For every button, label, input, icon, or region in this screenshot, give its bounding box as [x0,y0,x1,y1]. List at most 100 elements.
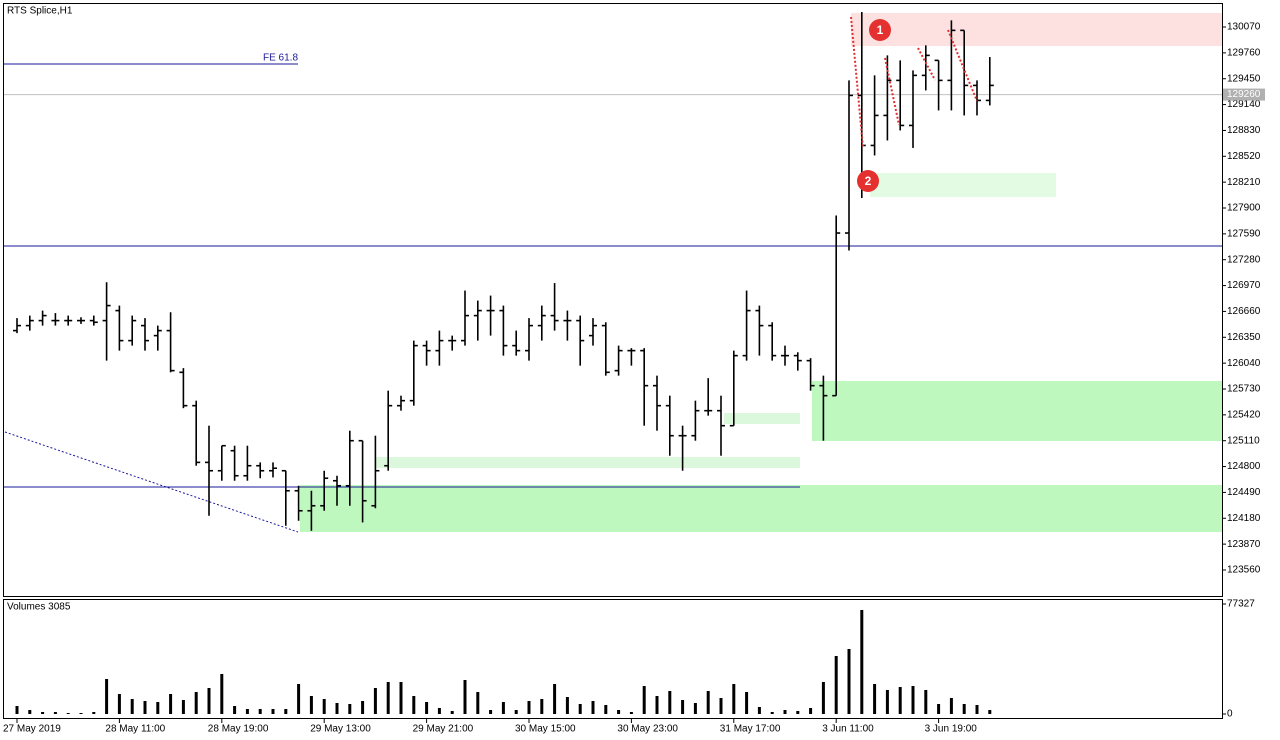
trend-line [4,431,299,533]
volume-bar [117,693,121,714]
volume-bar [437,707,441,714]
volume-bar [476,691,480,714]
volume-bar [399,681,403,714]
volume-bar [898,687,902,714]
volume-bar [348,703,352,714]
volume-bar [130,698,134,714]
volume-bar [373,687,377,714]
y-tick-label: 125730 [1227,384,1261,395]
demand-zone [300,485,1222,532]
y-tick-label: 126660 [1227,306,1261,317]
volume-bar [757,707,761,714]
supply-zone [851,13,1222,46]
volume-bar [706,690,710,714]
volume-bar [885,690,889,714]
arrow [850,16,864,149]
volume-bar [297,683,301,714]
y-tick-label: 126970 [1227,280,1261,291]
marker [857,170,879,192]
volume-bar [309,696,313,714]
x-tick-label: 29 May 13:00 [310,724,371,735]
volume-bar [489,710,493,714]
volume-bar [719,697,723,714]
volume-bar [809,707,813,714]
volume-bar [514,710,518,714]
volume-bar [271,708,275,714]
volume-bar [860,610,864,714]
volume-bar [284,708,288,714]
volume-bar [258,708,262,714]
y-tick-label: 128210 [1227,177,1261,188]
demand-zone [812,381,1222,441]
y-tick-label: 129760 [1227,48,1261,59]
volume-bar [425,701,429,714]
x-tick-label: 30 May 23:00 [617,724,678,735]
volume-bar [565,697,569,714]
arrows [850,16,978,149]
y-tick-label: 127900 [1227,203,1261,214]
volume-bar [412,696,416,714]
volume-bar [53,711,57,714]
y-tick-label: 125420 [1227,409,1261,420]
volume-bar [770,711,774,714]
marks [3,12,1222,714]
price-panel [3,3,1223,597]
fibo-label: FE 61.8 [263,53,298,64]
volume-bar [501,701,505,714]
y-tick-label: 124800 [1227,461,1261,472]
volume-bar [937,703,941,714]
volume-bar [783,710,787,714]
volume-bar [962,703,966,714]
marker-label: 2 [865,174,872,188]
x-tick-label: 29 May 21:00 [413,724,474,735]
volume-bar [540,698,544,714]
y-tick-label: 127280 [1227,254,1261,265]
volume-bar [194,691,198,714]
volume-bar [693,703,697,714]
volume-bar [732,683,736,714]
volume-bar [796,710,800,714]
volume-bar [591,700,595,714]
volume-bar [207,687,211,714]
x-tick-label: 30 May 15:00 [515,724,576,735]
y-tick-label: 0 [1227,709,1233,720]
volume-bar [386,681,390,714]
volume-bar [41,711,45,714]
y-tick-label: 128830 [1227,125,1261,136]
volume-title: Volumes 3085 [7,602,71,613]
x-tick-label: 28 May 11:00 [105,724,165,735]
volume-bar [92,711,96,714]
y-tick-label: 130070 [1227,22,1261,33]
volume-bar [642,686,646,714]
demand-zone [870,173,1056,197]
volume-bar [821,681,825,714]
volume-bar [233,706,237,714]
volume-bar [668,690,672,714]
demand-zone [724,413,800,424]
volume-bar [847,648,851,714]
volume-bar [834,656,838,714]
volume-panel [3,599,1223,719]
volume-bar [322,698,326,714]
volume-bar [15,706,19,714]
volume-bar [527,700,531,714]
x-tick-label: 3 Jun 19:00 [925,724,978,735]
volume-bar [79,713,83,714]
volume-bar [975,704,979,714]
volume-bar [681,700,685,714]
volume-bar [156,701,160,714]
volume-bar [169,693,173,714]
volume-bar [450,710,454,714]
volume-bar [988,710,992,714]
x-tick-label: 3 Jun 11:00 [822,724,874,735]
arrow [947,29,978,102]
arrow [884,57,900,126]
volume-bar [361,700,365,714]
volume-bar [911,686,915,714]
marker [869,19,891,41]
volume-bar [949,697,953,714]
volume-bar [578,703,582,714]
